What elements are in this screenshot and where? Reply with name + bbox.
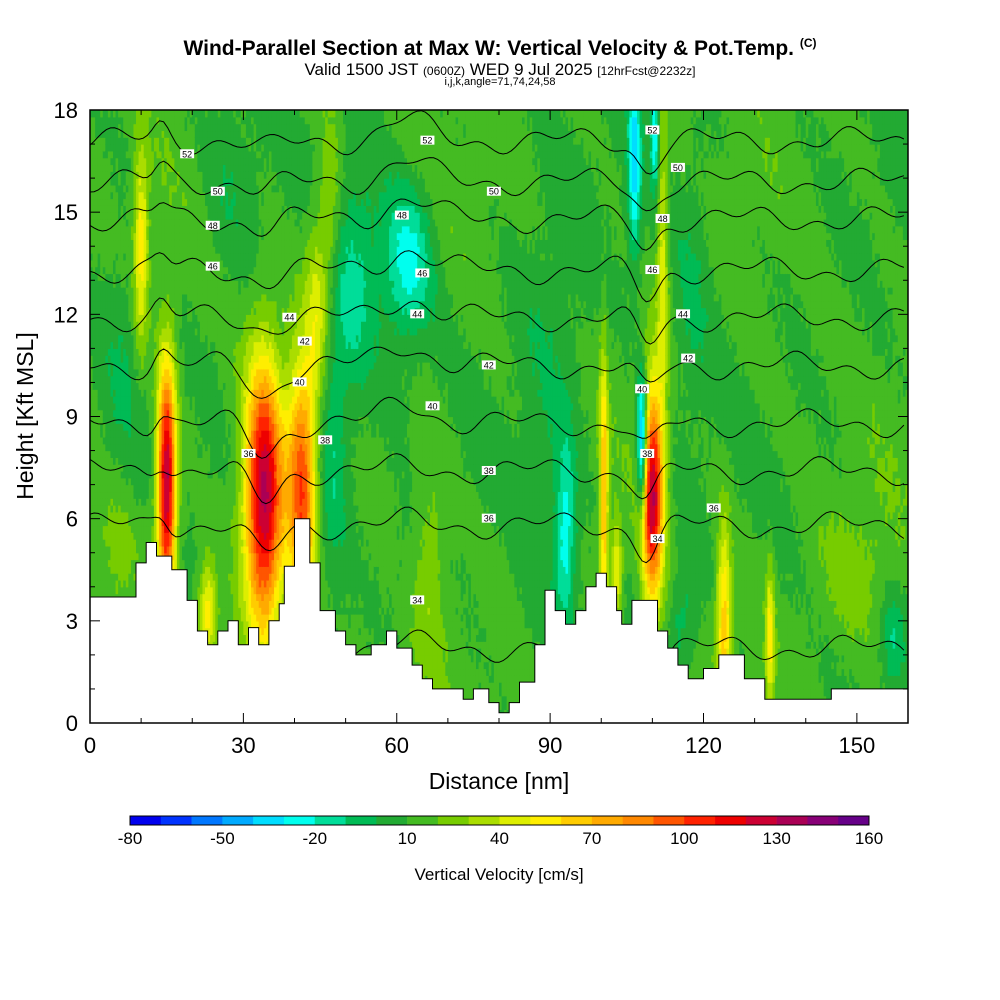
- cross-section-chart: 3638404244464850525250484644424038363452…: [0, 0, 1000, 1000]
